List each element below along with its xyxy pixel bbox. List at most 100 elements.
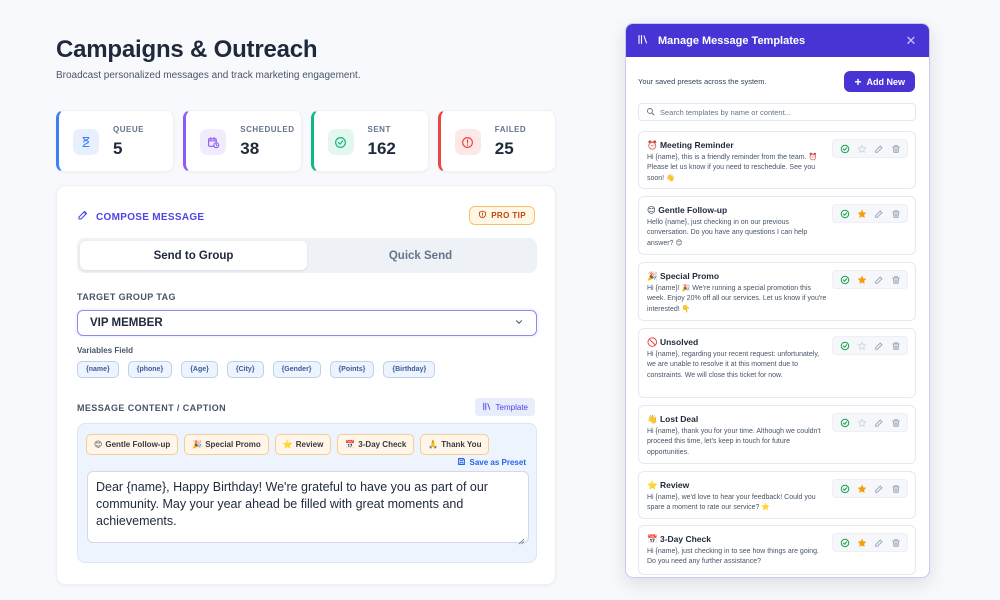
quick-chip-review[interactable]: ⭐ Review [274, 434, 332, 455]
variable-chip[interactable]: {City} [226, 361, 264, 378]
star-icon[interactable] [856, 274, 867, 285]
chip-label: Gentle Follow-up [105, 440, 171, 449]
template-item[interactable]: 🎉 Special Promo Hi {name}! 🎉 We're runni… [638, 262, 916, 321]
search-icon [646, 107, 655, 118]
stat-label: QUEUE [113, 125, 144, 134]
variable-chip[interactable]: {name} [77, 361, 119, 378]
search-placeholder: Search templates by name or content... [660, 107, 791, 117]
template-name: 📅 3-Day Check [647, 534, 711, 545]
template-actions [832, 270, 908, 289]
resize-handle-icon[interactable] [518, 533, 525, 545]
quick-chip-special-promo[interactable]: 🎉 Special Promo [184, 434, 269, 455]
target-group-label: TARGET GROUP TAG [77, 292, 176, 302]
trash-icon[interactable] [890, 274, 901, 285]
apply-check-icon[interactable] [839, 340, 850, 351]
save-as-preset-button[interactable]: Save as Preset [457, 457, 526, 468]
add-new-label: Add New [866, 76, 905, 87]
chip-emoji: 🙏 [428, 440, 439, 449]
trash-icon[interactable] [890, 417, 901, 428]
chevron-down-icon [514, 317, 524, 330]
star-icon[interactable] [856, 537, 867, 548]
apply-check-icon[interactable] [839, 537, 850, 548]
template-emoji: 📅 [647, 534, 658, 544]
template-button[interactable]: Template [474, 398, 535, 416]
chip-label: 3-Day Check [358, 440, 407, 449]
hourglass-icon [73, 129, 99, 155]
edit-icon[interactable] [873, 208, 884, 219]
apply-check-icon[interactable] [839, 208, 850, 219]
close-icon[interactable]: ✕ [905, 32, 917, 48]
variables-list: {name} {phone} {Age} {City} {Gender} {Po… [77, 361, 436, 378]
stat-value: 25 [494, 139, 514, 158]
edit-icon[interactable] [873, 340, 884, 351]
stat-card-failed: FAILED 25 [437, 110, 556, 172]
template-name: 😊 Gentle Follow-up [647, 205, 727, 216]
apply-check-icon[interactable] [839, 483, 850, 494]
edit-icon[interactable] [873, 417, 884, 428]
trash-icon[interactable] [890, 208, 901, 219]
target-group-value: VIP MEMBER [90, 317, 163, 329]
chip-emoji: 📅 [345, 440, 356, 449]
template-item[interactable]: 👋 Lost Deal Hi {name}, thank you for you… [638, 405, 916, 464]
star-icon[interactable] [856, 417, 867, 428]
template-name: ⏰ Meeting Reminder [647, 140, 734, 151]
edit-icon[interactable] [873, 274, 884, 285]
edit-icon[interactable] [873, 537, 884, 548]
template-item[interactable]: 🚫 Unsolved Hi {name}, regarding your rec… [638, 328, 916, 398]
variable-chip[interactable]: {Age} [181, 361, 218, 378]
plus-icon: + [854, 74, 862, 89]
template-text: Hi {name}! 🎉 We're running a special pro… [647, 285, 827, 313]
pencil-icon [77, 208, 89, 226]
star-icon[interactable] [856, 208, 867, 219]
star-icon[interactable] [856, 340, 867, 351]
template-actions [832, 139, 908, 158]
template-search-input[interactable]: Search templates by name or content... [638, 103, 916, 121]
edit-icon[interactable] [873, 143, 884, 154]
target-group-select[interactable]: VIP MEMBER [77, 310, 537, 336]
stat-value: 38 [240, 139, 260, 158]
variable-chip[interactable]: {Points} [329, 361, 375, 378]
edit-icon[interactable] [873, 483, 884, 494]
tab-quick-send[interactable]: Quick Send [388, 249, 453, 262]
save-icon [457, 457, 466, 468]
quick-chip-thank-you[interactable]: 🙏 Thank You [420, 434, 490, 455]
chip-label: Thank You [441, 440, 482, 449]
add-new-button[interactable]: + Add New [844, 71, 915, 92]
quick-chip-3-day-check[interactable]: 📅 3-Day Check [337, 434, 415, 455]
template-emoji: 👋 [647, 414, 658, 424]
stat-card-scheduled: SCHEDULED 38 [183, 110, 302, 172]
quick-chip-gentle-follow-up[interactable]: 😊 Gentle Follow-up [86, 434, 179, 455]
template-text: Hi {name}, regarding your recent request… [647, 351, 820, 379]
apply-check-icon[interactable] [839, 143, 850, 154]
modal-title: Manage Message Templates [658, 34, 806, 47]
star-icon[interactable] [856, 483, 867, 494]
compose-header: COMPOSE MESSAGE [77, 208, 204, 226]
variables-label: Variables Field [77, 346, 134, 355]
template-name-text: Gentle Follow-up [658, 205, 728, 215]
template-item[interactable]: ⏰ Meeting Reminder Hi {name}, this is a … [638, 131, 916, 189]
template-item[interactable]: 📅 3-Day Check Hi {name}, just checking i… [638, 525, 916, 575]
trash-icon[interactable] [890, 340, 901, 351]
apply-check-icon[interactable] [839, 274, 850, 285]
page-subtitle: Broadcast personalized messages and trac… [56, 70, 361, 81]
template-item[interactable]: ⭐ Review Hi {name}, we'd love to hear yo… [638, 471, 916, 519]
quick-template-chips: 😊 Gentle Follow-up 🎉 Special Promo ⭐ Review… [86, 434, 490, 455]
star-icon[interactable] [856, 143, 867, 154]
trash-icon[interactable] [890, 483, 901, 494]
variable-chip[interactable]: {phone} [127, 361, 173, 378]
template-actions [832, 336, 908, 355]
apply-check-icon[interactable] [839, 417, 850, 428]
template-actions [832, 204, 908, 223]
trash-icon[interactable] [890, 537, 901, 548]
stat-card-sent: SENT 162 [310, 110, 429, 172]
template-actions [832, 479, 908, 498]
pro-tip-button[interactable]: PRO TIP [469, 206, 535, 225]
page-title: Campaigns & Outreach [56, 36, 318, 63]
message-textarea[interactable]: Dear {name}, Happy Birthday! We're grate… [87, 471, 529, 545]
trash-icon[interactable] [890, 143, 901, 154]
template-button-label: Template [495, 402, 528, 412]
tab-send-to-group[interactable]: Send to Group [80, 241, 307, 270]
variable-chip[interactable]: {Birthday} [383, 361, 436, 378]
template-item[interactable]: 😊 Gentle Follow-up Hello {name}, just ch… [638, 196, 916, 255]
variable-chip[interactable]: {Gender} [272, 361, 321, 378]
